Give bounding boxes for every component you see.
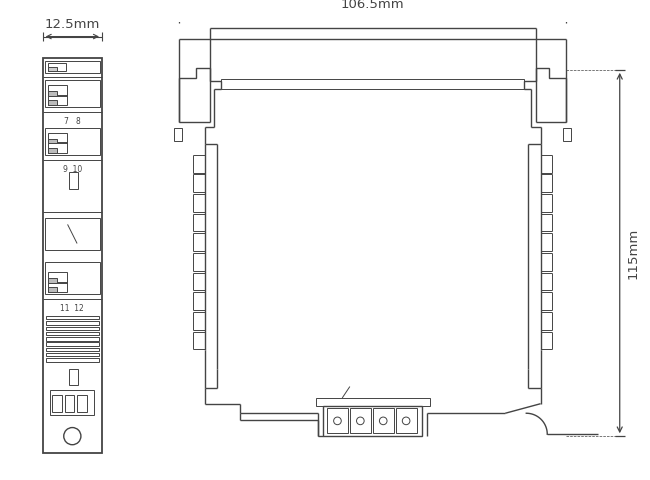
Bar [47, 139, 57, 144]
Bar [46, 348, 99, 351]
Bar [47, 288, 57, 292]
Bar [372, 408, 394, 433]
Bar [323, 406, 422, 436]
Bar [47, 133, 66, 144]
Bar [47, 91, 57, 96]
Bar [46, 337, 99, 340]
Bar [47, 278, 57, 283]
Text: 7   8: 7 8 [64, 117, 81, 126]
Bar [68, 172, 78, 189]
Text: 115mm: 115mm [627, 228, 640, 279]
Text: 12.5mm: 12.5mm [45, 18, 100, 31]
Text: 9  10: 9 10 [62, 165, 82, 174]
Bar [46, 342, 99, 346]
Bar [47, 143, 66, 153]
Bar [46, 359, 99, 362]
Bar [49, 63, 66, 71]
Bar [174, 128, 182, 142]
Bar [51, 390, 94, 415]
Bar [396, 408, 417, 433]
Bar [45, 218, 100, 250]
Bar [46, 316, 99, 319]
Bar [221, 80, 525, 89]
Bar [45, 61, 100, 73]
Bar [564, 128, 571, 142]
Bar [46, 326, 99, 330]
Bar [350, 408, 371, 433]
Bar [45, 262, 100, 294]
Bar [47, 148, 57, 153]
Bar [52, 395, 62, 412]
Bar [45, 128, 100, 155]
Bar [315, 398, 430, 406]
Bar [47, 272, 66, 283]
Bar [65, 395, 74, 412]
Bar [47, 282, 66, 292]
Bar [47, 85, 66, 96]
Bar [46, 332, 99, 335]
Bar [68, 370, 78, 384]
Bar [327, 408, 348, 433]
Bar [77, 395, 86, 412]
Bar [45, 81, 100, 107]
Bar [47, 100, 57, 105]
Text: 11  12: 11 12 [60, 304, 84, 313]
Bar [47, 95, 66, 105]
Bar [49, 67, 57, 71]
Bar [46, 321, 99, 324]
Bar [43, 58, 102, 453]
Text: 106.5mm: 106.5mm [341, 0, 404, 11]
Bar [46, 353, 99, 357]
